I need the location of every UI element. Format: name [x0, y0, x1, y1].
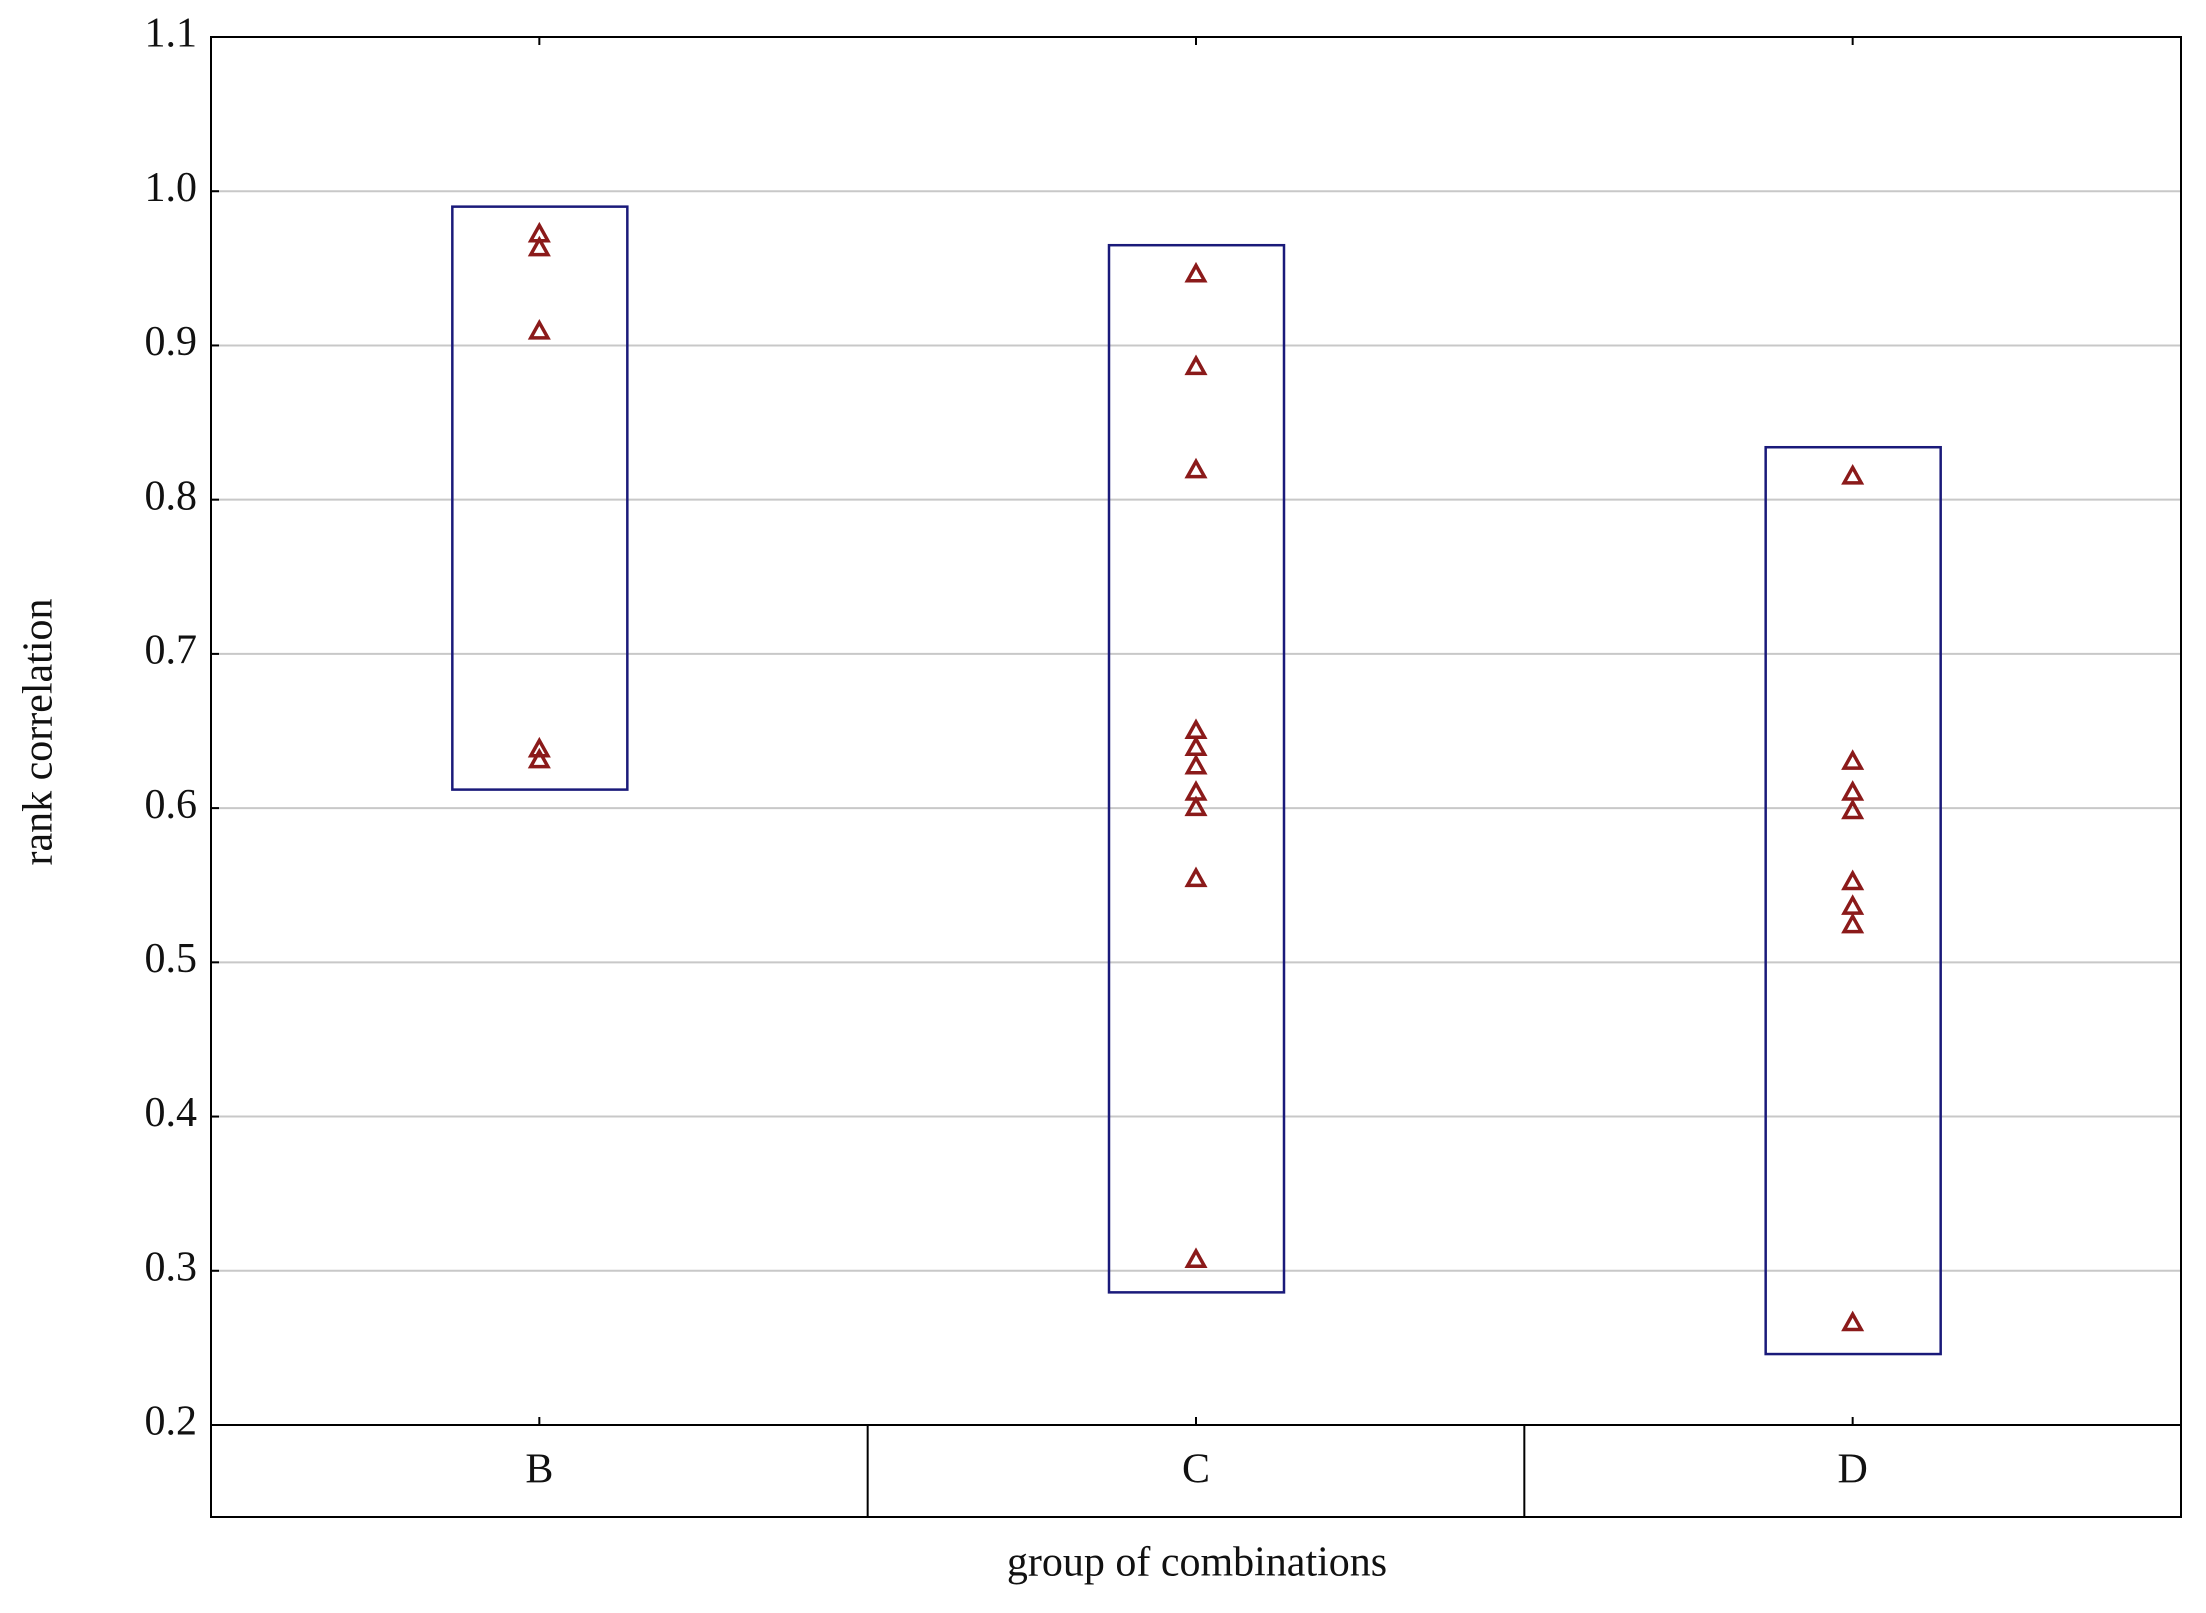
point — [1184, 735, 1208, 757]
y-tick-label: 1.1 — [145, 11, 198, 57]
point — [1841, 780, 1865, 801]
y-tick-label: 1.0 — [145, 165, 198, 211]
range-box — [451, 205, 629, 791]
point — [527, 318, 551, 340]
point — [1184, 753, 1208, 775]
x-tick-label: B — [525, 1447, 553, 1493]
x-tick-label: D — [1837, 1447, 1867, 1493]
point — [1841, 1310, 1865, 1332]
point — [1184, 457, 1208, 479]
y-tick-label: 0.4 — [145, 1090, 198, 1136]
point — [527, 747, 551, 769]
range-box — [1107, 243, 1286, 1294]
point — [527, 736, 551, 758]
point — [1841, 894, 1865, 915]
point — [1184, 354, 1208, 376]
x-tick-label: C — [1182, 1447, 1210, 1493]
y-tick-label: 0.9 — [145, 319, 198, 365]
y-tick-label: 0.3 — [145, 1244, 198, 1290]
point — [1184, 1247, 1208, 1269]
y-tick-label: 0.8 — [145, 473, 198, 519]
point — [1841, 749, 1865, 770]
y-axis-label: rank correlation — [16, 598, 62, 865]
point — [1184, 718, 1208, 740]
point — [1841, 463, 1865, 485]
y-tick-label: 0.2 — [145, 1399, 198, 1445]
point — [527, 235, 551, 257]
point — [1184, 866, 1208, 888]
point — [1841, 869, 1865, 891]
point — [1184, 795, 1208, 817]
y-tick-label: 0.5 — [145, 936, 198, 982]
range-box — [1764, 445, 1942, 1356]
point — [1841, 798, 1865, 820]
y-tick-label: 0.7 — [145, 628, 198, 674]
point — [1184, 261, 1208, 283]
plot-frame — [210, 36, 2182, 1518]
y-tick-label: 0.6 — [145, 782, 198, 828]
x-axis-label: group of combinations — [1007, 1540, 1387, 1586]
point — [1841, 912, 1865, 934]
